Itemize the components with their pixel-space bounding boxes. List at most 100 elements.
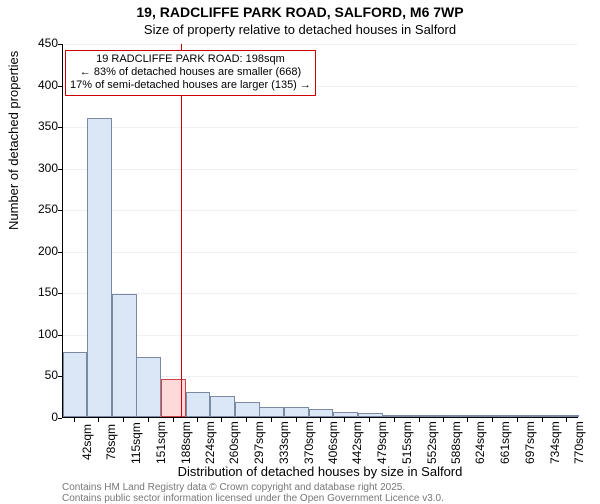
y-tick-label: 50 xyxy=(8,368,58,382)
x-tick-label: 151sqm xyxy=(154,424,168,464)
y-tick-label: 0 xyxy=(8,410,58,424)
histogram-bar xyxy=(555,415,580,417)
x-tick-mark xyxy=(173,418,174,422)
x-tick-mark xyxy=(542,418,543,422)
y-tick-label: 400 xyxy=(8,78,58,92)
histogram-bar xyxy=(210,396,235,417)
chart-title: 19, RADCLIFFE PARK ROAD, SALFORD, M6 7WP xyxy=(0,4,600,20)
y-tick-mark xyxy=(58,293,62,294)
gridline xyxy=(63,335,578,336)
x-tick-label: 442sqm xyxy=(350,424,364,464)
x-tick-mark xyxy=(98,418,99,422)
histogram-bar xyxy=(186,392,211,417)
y-tick-label: 200 xyxy=(8,244,58,258)
x-tick-mark xyxy=(443,418,444,422)
x-tick-label: 42sqm xyxy=(80,424,94,464)
x-tick-label: 115sqm xyxy=(129,424,143,464)
y-tick-mark xyxy=(58,418,62,419)
histogram-bar xyxy=(333,412,358,417)
x-tick-label: 770sqm xyxy=(572,424,586,464)
x-tick-mark xyxy=(296,418,297,422)
histogram-bar xyxy=(358,413,383,417)
histogram-bar xyxy=(235,402,260,417)
histogram-bar xyxy=(136,357,161,417)
y-tick-label: 250 xyxy=(8,202,58,216)
x-tick-label: 406sqm xyxy=(326,424,340,464)
figure: 19, RADCLIFFE PARK ROAD, SALFORD, M6 7WP… xyxy=(0,0,600,500)
x-tick-label: 588sqm xyxy=(449,424,463,464)
histogram-bar xyxy=(112,294,137,417)
x-tick-label: 734sqm xyxy=(548,424,562,464)
x-tick-label: 697sqm xyxy=(523,424,537,464)
x-tick-mark xyxy=(394,418,395,422)
histogram-bar xyxy=(309,409,334,417)
y-tick-mark xyxy=(58,44,62,45)
histogram-bar xyxy=(161,379,186,417)
chart-subtitle: Size of property relative to detached ho… xyxy=(0,22,600,37)
gridline xyxy=(63,252,578,253)
x-tick-mark xyxy=(419,418,420,422)
x-tick-mark xyxy=(246,418,247,422)
annotation-line: ← 83% of detached houses are smaller (66… xyxy=(70,66,311,79)
y-tick-mark xyxy=(58,210,62,211)
gridline xyxy=(63,127,578,128)
y-tick-label: 350 xyxy=(8,119,58,133)
x-tick-mark xyxy=(123,418,124,422)
histogram-bar xyxy=(481,415,506,417)
x-axis-label: Distribution of detached houses by size … xyxy=(62,464,578,479)
annotation-line: 17% of semi-detached houses are larger (… xyxy=(70,79,311,92)
x-tick-label: 661sqm xyxy=(498,424,512,464)
annotation-box: 19 RADCLIFFE PARK ROAD: 198sqm← 83% of d… xyxy=(65,50,316,96)
x-tick-mark xyxy=(369,418,370,422)
x-tick-mark xyxy=(492,418,493,422)
x-tick-label: 188sqm xyxy=(179,424,193,464)
marker-line xyxy=(181,44,182,417)
x-tick-label: 297sqm xyxy=(252,424,266,464)
footer-line-2: Contains public sector information licen… xyxy=(62,493,444,504)
histogram-bar xyxy=(530,415,555,417)
y-tick-label: 150 xyxy=(8,285,58,299)
x-tick-mark xyxy=(517,418,518,422)
x-tick-label: 479sqm xyxy=(375,424,389,464)
y-tick-mark xyxy=(58,335,62,336)
y-tick-mark xyxy=(58,252,62,253)
histogram-bar xyxy=(87,118,112,417)
histogram-bar xyxy=(284,407,309,417)
histogram-bar xyxy=(63,352,88,417)
x-tick-label: 515sqm xyxy=(400,424,414,464)
x-tick-mark xyxy=(197,418,198,422)
x-tick-label: 370sqm xyxy=(302,424,316,464)
gridline xyxy=(63,293,578,294)
y-tick-label: 450 xyxy=(8,36,58,50)
x-tick-mark xyxy=(344,418,345,422)
gridline xyxy=(63,169,578,170)
footer-line-1: Contains HM Land Registry data © Crown c… xyxy=(62,482,405,493)
x-tick-mark xyxy=(221,418,222,422)
x-tick-mark xyxy=(320,418,321,422)
x-tick-label: 224sqm xyxy=(203,424,217,464)
x-tick-mark xyxy=(148,418,149,422)
y-tick-mark xyxy=(58,169,62,170)
x-tick-mark xyxy=(271,418,272,422)
y-tick-mark xyxy=(58,376,62,377)
y-tick-label: 300 xyxy=(8,161,58,175)
x-tick-label: 552sqm xyxy=(425,424,439,464)
histogram-bar xyxy=(382,415,407,417)
gridline xyxy=(63,210,578,211)
histogram-bar xyxy=(407,415,432,417)
histogram-bar xyxy=(432,415,457,417)
x-tick-label: 78sqm xyxy=(104,424,118,464)
histogram-bar xyxy=(259,407,284,417)
x-tick-label: 333sqm xyxy=(277,424,291,464)
y-tick-mark xyxy=(58,127,62,128)
x-tick-label: 624sqm xyxy=(473,424,487,464)
y-tick-label: 100 xyxy=(8,327,58,341)
x-tick-mark xyxy=(74,418,75,422)
plot-area: 19 RADCLIFFE PARK ROAD: 198sqm← 83% of d… xyxy=(62,44,578,418)
histogram-bar xyxy=(505,415,530,417)
x-tick-label: 260sqm xyxy=(227,424,241,464)
x-tick-mark xyxy=(467,418,468,422)
gridline xyxy=(63,44,578,45)
y-tick-mark xyxy=(58,86,62,87)
histogram-bar xyxy=(456,415,481,417)
